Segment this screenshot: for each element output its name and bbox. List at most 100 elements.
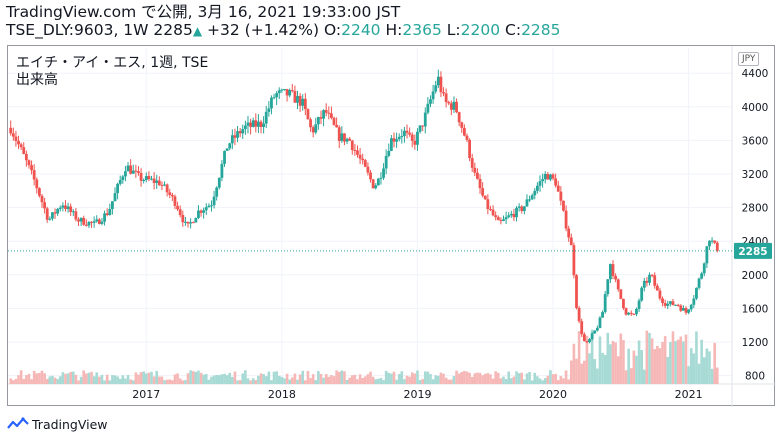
- volume-bar: [121, 375, 125, 384]
- volume-bar: [465, 371, 469, 384]
- candle-body: [303, 98, 307, 110]
- volume-bar: [382, 379, 385, 384]
- volume-bar: [656, 345, 659, 384]
- volume-bar: [549, 370, 552, 384]
- volume-bar: [32, 370, 36, 384]
- volume-bar: [14, 378, 18, 384]
- volume-bar: [40, 370, 44, 384]
- candle-body: [233, 135, 237, 138]
- candle-body: [473, 167, 477, 173]
- chart-title: エイチ・アイ・エス, 1週, TSE: [16, 55, 209, 71]
- volume-bar: [48, 376, 52, 384]
- candle-body: [611, 264, 615, 276]
- chart-pane[interactable]: 800 1200 1600 2000 2400 2800 3200 3600 4000 4400 2…: [7, 45, 776, 407]
- volume-bar: [705, 348, 709, 384]
- candle-body: [444, 93, 448, 103]
- y-tick-label: 1600: [742, 303, 769, 315]
- volume-bar: [512, 376, 516, 384]
- candle-body: [103, 213, 106, 222]
- volume-bar: [64, 373, 67, 384]
- volume-bar: [249, 380, 252, 384]
- volume-bar: [562, 378, 565, 384]
- volume-bar: [98, 376, 101, 384]
- candle-body: [371, 179, 375, 189]
- volume-bar: [254, 380, 258, 384]
- candle-body: [82, 217, 86, 225]
- volume-bar: [158, 376, 161, 384]
- volume-bar: [577, 331, 581, 384]
- candle-body: [614, 275, 618, 280]
- candle-body: [436, 76, 440, 86]
- volume-bar: [152, 376, 156, 384]
- volume-bar: [596, 368, 599, 384]
- candle-body: [528, 199, 531, 201]
- candle-body: [462, 127, 466, 136]
- candle-body: [470, 158, 474, 168]
- volume-bar: [418, 380, 422, 384]
- volume-bar: [43, 373, 46, 384]
- volume-bar: [197, 370, 200, 384]
- candle-body: [186, 221, 190, 224]
- volume-bar: [635, 355, 638, 384]
- volume-bar: [345, 379, 349, 384]
- volume-bar: [369, 371, 372, 384]
- candle-body: [585, 341, 589, 343]
- volume-bar: [507, 371, 511, 384]
- candle-body: [389, 138, 393, 151]
- volume-bar: [19, 370, 23, 384]
- volume-bar: [332, 376, 336, 384]
- last-price-label: 2285: [738, 246, 767, 258]
- currency-badge[interactable]: JPY: [738, 52, 760, 66]
- volume-bar: [61, 372, 65, 384]
- candle-body: [562, 200, 565, 211]
- footer-brand[interactable]: TradingView: [32, 416, 108, 432]
- candle-body: [387, 150, 391, 156]
- candle-body: [319, 117, 323, 119]
- close-value: 2285: [521, 21, 561, 39]
- candle-body: [522, 206, 526, 211]
- candle-body: [40, 195, 44, 203]
- candle-body: [298, 95, 302, 106]
- candle-body: [559, 191, 563, 201]
- volume-bar: [523, 379, 526, 384]
- candle-body: [679, 305, 683, 311]
- volume-bar: [426, 371, 430, 384]
- volume-bar: [212, 375, 216, 384]
- candle-body: [56, 208, 60, 214]
- candle-body: [640, 287, 644, 301]
- candle-body: [32, 170, 36, 180]
- close-label: C:: [505, 21, 522, 39]
- candle-body: [590, 333, 594, 340]
- volume-bar: [280, 376, 284, 384]
- candle-body: [606, 279, 610, 295]
- volume-bar: [502, 376, 505, 384]
- tradingview-logo-icon[interactable]: [7, 416, 29, 432]
- volume-bar: [304, 380, 307, 384]
- candle-body: [535, 185, 539, 191]
- candlestick-chart[interactable]: 8001200160020002400280032003600400044002…: [8, 46, 776, 407]
- candle-body: [423, 112, 427, 127]
- volume-bar: [142, 371, 145, 384]
- publish-info: TradingView.com で公開, 3月 16, 2021 19:33:0…: [6, 3, 401, 21]
- candle-body: [262, 123, 266, 127]
- volume-bar: [35, 373, 39, 384]
- candle-body: [668, 301, 672, 304]
- candle-body: [217, 177, 221, 188]
- volume-bar: [238, 380, 242, 384]
- volume-bar: [496, 372, 500, 384]
- volume-bar: [314, 380, 318, 384]
- candle-body: [139, 173, 143, 181]
- x-tick-label: 2021: [675, 388, 703, 401]
- volume-bar: [606, 332, 610, 384]
- candle-body: [616, 279, 620, 290]
- volume-bar: [56, 378, 59, 384]
- volume-bar: [87, 372, 91, 384]
- volume-bar: [559, 376, 563, 384]
- volume-bar: [191, 371, 195, 384]
- volume-bar: [95, 372, 99, 384]
- y-tick-label: 3200: [742, 169, 769, 181]
- candle-body: [580, 321, 584, 335]
- volume-bar: [609, 344, 612, 384]
- candle-body: [155, 180, 159, 183]
- volume-bar: [275, 371, 278, 384]
